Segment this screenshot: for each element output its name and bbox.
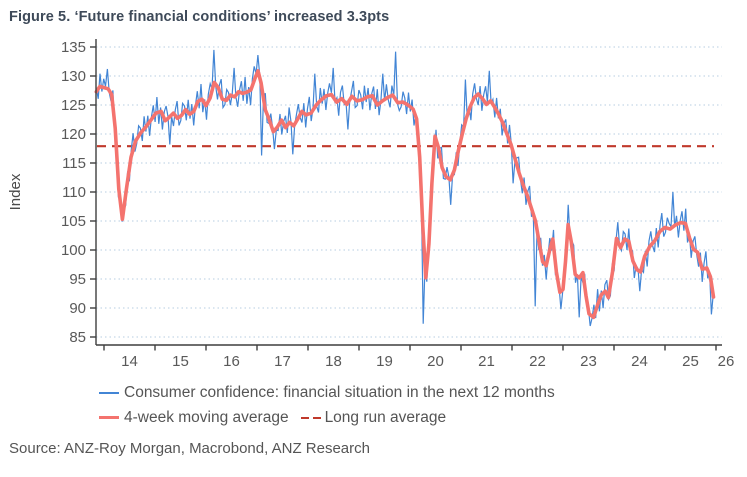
y-tick-label-85: 85: [69, 329, 86, 346]
x-tick-label-22: 22: [529, 353, 546, 370]
x-tick-label-15: 15: [172, 353, 189, 370]
chart-legend: Consumer confidence: financial situation…: [0, 380, 747, 430]
y-tick-label-115: 115: [62, 155, 86, 172]
x-tick-label-21: 21: [478, 353, 495, 370]
y-tick-label-95: 95: [69, 271, 86, 288]
long-run-average-dash-marker: [300, 416, 309, 419]
long-run-average-legend: Long run average: [300, 405, 447, 430]
y-tick-label-120: 120: [61, 126, 86, 143]
long-run-average-dash-marker: [312, 416, 321, 419]
x-tick-label-26: 26: [718, 353, 735, 370]
y-tick-label-90: 90: [69, 300, 86, 317]
y-tick-label-125: 125: [61, 97, 86, 114]
x-tick-label-17: 17: [274, 353, 291, 370]
x-tick-label-14: 14: [121, 353, 138, 370]
y-tick-label-135: 135: [61, 39, 86, 56]
x-tick-label-24: 24: [631, 353, 648, 370]
y-tick-label-130: 130: [61, 68, 86, 85]
legend-row-averages: 4-week moving average Long run average: [99, 405, 747, 430]
x-tick-label-19: 19: [376, 353, 393, 370]
source-text: Source: ANZ-Roy Morgan, Macrobond, ANZ R…: [9, 440, 370, 457]
moving-average-line-marker: [99, 416, 119, 419]
y-tick-label-110: 110: [62, 184, 86, 201]
y-tick-label-100: 100: [61, 242, 86, 259]
moving-average-label: 4-week moving average: [124, 409, 289, 426]
consumer-confidence-label: Consumer confidence: financial situation…: [124, 384, 555, 401]
moving-average-line: [94, 68, 716, 320]
y-axis-title: Index: [7, 173, 24, 210]
consumer-confidence-line: [95, 49, 714, 327]
figure-title: Figure 5. ‘Future financial conditions’ …: [9, 9, 390, 25]
x-tick-label-20: 20: [427, 353, 444, 370]
chart-area: 85 90 95 100 105 110 115 120 125 130 135 14 15 16 17 18…: [0, 27, 747, 378]
chart-canvas: 85 90 95 100 105 110 115 120 125 130 135 14 15 16 17 18…: [7, 39, 735, 370]
legend-row-weekly: Consumer confidence: financial situation…: [99, 380, 747, 405]
y-tick-label-105: 105: [61, 213, 86, 230]
x-tick-label-25: 25: [682, 353, 699, 370]
long-run-average-label: Long run average: [324, 409, 447, 426]
x-tick-label-18: 18: [325, 353, 342, 370]
x-tick-label-23: 23: [580, 353, 597, 370]
consumer-confidence-line-marker: [99, 391, 119, 394]
x-tick-label-16: 16: [223, 353, 240, 370]
